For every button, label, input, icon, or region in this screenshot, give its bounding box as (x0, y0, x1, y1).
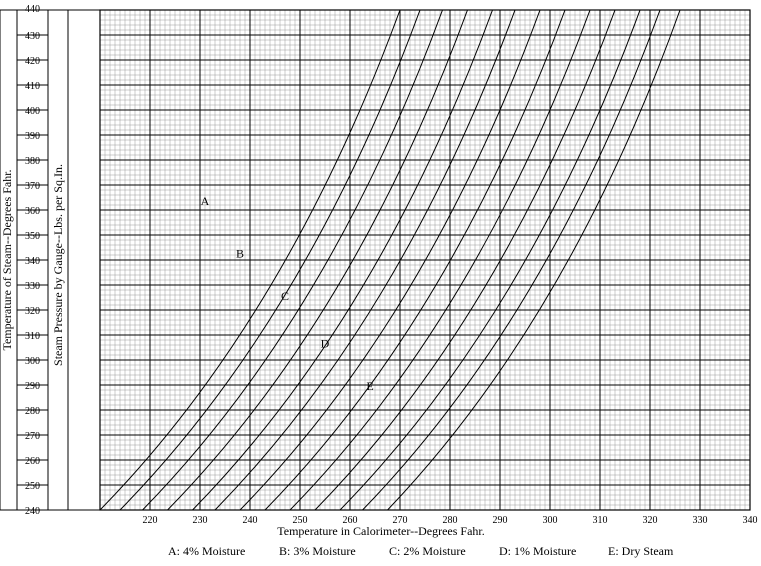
x-tick-label: 290 (493, 515, 508, 526)
x-axis-label: Temperature in Calorimeter--Degrees Fahr… (277, 524, 485, 538)
legend-item-e: E: Dry Steam (608, 544, 674, 558)
moisture-curves (100, 10, 681, 510)
y-tick-label: 370 (25, 181, 40, 192)
x-tick-label: 330 (693, 515, 708, 526)
x-tick-label: 310 (593, 515, 608, 526)
moisture-curve (387, 10, 681, 510)
x-tick-label: 250 (293, 515, 308, 526)
y-tick-label: 340 (25, 256, 40, 267)
x-tick-label: 320 (643, 515, 658, 526)
x-tick-label: 240 (243, 515, 258, 526)
x-tick-label: 230 (193, 515, 208, 526)
y-tick-label: 290 (25, 381, 40, 392)
x-tick-label: 260 (343, 515, 358, 526)
y-tick-label: 250 (25, 481, 40, 492)
y-tick-label: 440 (25, 4, 40, 15)
y-tick-label: 360 (25, 206, 40, 217)
y-axis: 240 250 260 270 280 290 300 310 320 330 340 350 360 3… (0, 4, 101, 517)
y-tick-label: 410 (25, 81, 40, 92)
y-tick-label: 400 (25, 106, 40, 117)
curve-label: C (281, 289, 289, 303)
y-tick-label: 280 (25, 406, 40, 417)
y-tick-label: 430 (25, 31, 40, 42)
moisture-curve (167, 10, 468, 510)
y-tick-label: 380 (25, 156, 40, 167)
major-gridlines (100, 9, 751, 511)
pressure-axis-label: Steam Pressure by Gauge--Lbs. per Sq.In. (51, 164, 65, 366)
x-tick-label: 340 (743, 515, 758, 526)
y-tick-label: 350 (25, 231, 40, 242)
x-tick-label: 220 (143, 515, 158, 526)
x-axis: 220 230 240 250 260 270 280 290 300 310 320 330 340 (143, 515, 758, 526)
y-tick-label: 420 (25, 56, 40, 67)
y-tick-label: 320 (25, 306, 40, 317)
y-tick-label: 300 (25, 356, 40, 367)
moisture-curve (142, 10, 443, 510)
moisture-curve (314, 10, 616, 510)
curve-label: A (201, 194, 210, 208)
y-tick-label: 260 (25, 456, 40, 467)
chart-frame (99, 9, 751, 511)
moisture-curve (100, 10, 401, 510)
curve-label: E (366, 379, 373, 393)
plot-border (99, 9, 751, 511)
y-tick-label: 310 (25, 331, 40, 342)
legend-item-b: B: 3% Moisture (279, 544, 356, 558)
legend-item-c: C: 2% Moisture (389, 544, 466, 558)
moisture-curve (264, 10, 566, 510)
pressure-tick-panel (67, 9, 101, 511)
moisture-curve (214, 10, 516, 510)
legend-item-d: D: 1% Moisture (499, 544, 577, 558)
moisture-curve (192, 10, 493, 510)
y-tick-label: 270 (25, 431, 40, 442)
y-tick-label: 240 (25, 506, 40, 517)
moisture-curve (289, 10, 591, 510)
x-tick-label: 270 (393, 515, 408, 526)
moisture-curve (362, 10, 661, 510)
curve-labels: A B C D E (201, 194, 374, 393)
y-tick-label: 390 (25, 131, 40, 142)
y-tick-label: 330 (25, 281, 40, 292)
moisture-curve (239, 10, 541, 510)
legend: A: 4% Moisture B: 3% Moisture C: 2% Mois… (0, 544, 761, 564)
curve-label: B (236, 247, 244, 261)
moisture-curve (339, 10, 641, 510)
curve-label: D (321, 337, 330, 351)
y-axis-label: Temperature of Steam--Degrees Fahr. (0, 169, 14, 350)
x-tick-label: 300 (543, 515, 558, 526)
x-tick-label: 280 (443, 515, 458, 526)
legend-item-a: A: 4% Moisture (168, 544, 246, 558)
moisture-curve (119, 10, 421, 510)
